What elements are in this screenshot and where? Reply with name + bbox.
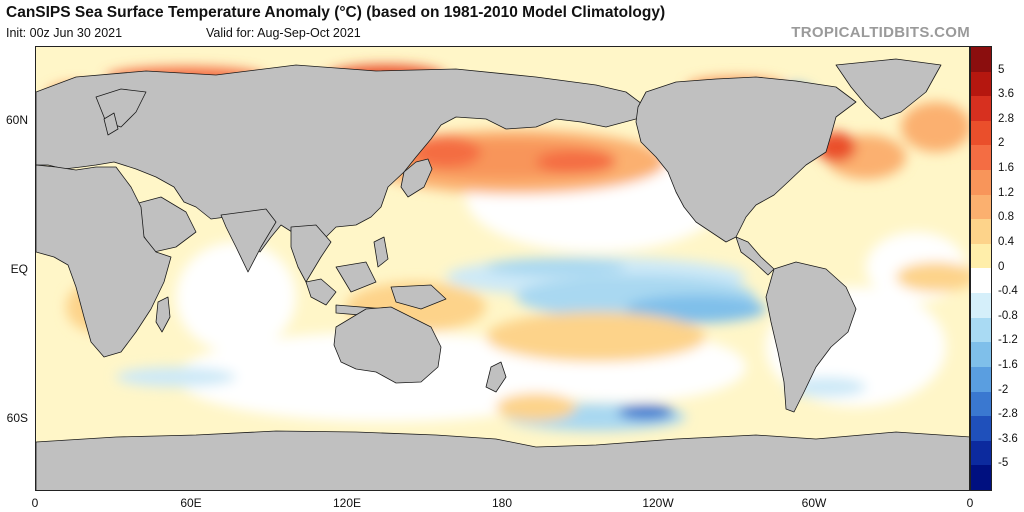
init-time: Init: 00z Jun 30 2021 bbox=[6, 26, 123, 40]
xtick-0-left: 0 bbox=[31, 496, 39, 510]
colorbar-segment bbox=[971, 366, 991, 392]
ytick-60n: 60N bbox=[5, 113, 28, 127]
colorbar-segment bbox=[971, 194, 991, 220]
colorbar-label: 2 bbox=[998, 137, 1005, 150]
sst-anomaly-map bbox=[35, 46, 970, 491]
xtick-180: 180 bbox=[491, 496, 513, 510]
colorbar-segment bbox=[971, 440, 991, 466]
colorbar-label: 0.8 bbox=[998, 211, 1014, 224]
eurasia-land bbox=[36, 64, 647, 268]
xtick-60w: 60W bbox=[801, 496, 827, 510]
colorbar-segment bbox=[971, 145, 991, 171]
colorbar-segment bbox=[971, 170, 991, 195]
land-masses bbox=[36, 58, 969, 490]
colorbar-label: 3.6 bbox=[998, 88, 1014, 101]
ytick-eq: EQ bbox=[10, 262, 28, 276]
colorbar-label: -2 bbox=[998, 383, 1009, 396]
north-america-land bbox=[635, 76, 857, 243]
colorbar-segment bbox=[971, 342, 991, 367]
valid-time: Valid for: Aug-Sep-Oct 2021 bbox=[206, 26, 361, 40]
colorbar-segment bbox=[971, 96, 991, 121]
xtick-60e: 60E bbox=[180, 496, 202, 510]
colorbar-label: -0.8 bbox=[998, 309, 1018, 322]
colorbar-segment bbox=[971, 465, 991, 490]
colorbar-label: 1.2 bbox=[998, 186, 1014, 199]
source-watermark: TROPICALTIDBITS.COM bbox=[791, 24, 970, 41]
colorbar-label: -1.2 bbox=[998, 334, 1018, 347]
colorbar-label: 1.6 bbox=[998, 162, 1014, 175]
colorbar-label: -2.8 bbox=[998, 408, 1018, 421]
colorbar-label: -5 bbox=[998, 457, 1009, 470]
anomaly-field bbox=[46, 65, 969, 431]
xtick-0-right: 0 bbox=[966, 496, 974, 510]
colorbar-label: -0.4 bbox=[998, 285, 1018, 298]
colorbar-segment bbox=[971, 243, 991, 269]
south-america-land bbox=[765, 261, 857, 413]
antarctica-land bbox=[36, 430, 969, 490]
australia-land bbox=[333, 306, 442, 384]
colorbar-label: 2.8 bbox=[998, 112, 1014, 125]
colorbar-segment bbox=[971, 293, 991, 318]
xtick-120w: 120W bbox=[642, 496, 674, 510]
colorbar-segment bbox=[971, 71, 991, 97]
xtick-120e: 120E bbox=[332, 496, 362, 510]
colorbar-segment bbox=[971, 219, 991, 244]
colorbar-segment bbox=[971, 47, 991, 72]
colorbar-segment bbox=[971, 120, 991, 146]
ytick-60s: 60S bbox=[6, 411, 28, 425]
africa-land bbox=[36, 164, 172, 358]
colorbar-label: 0 bbox=[998, 260, 1005, 273]
colorbar bbox=[970, 46, 992, 491]
chart-title: CanSIPS Sea Surface Temperature Anomaly … bbox=[6, 4, 666, 21]
map-svg bbox=[36, 47, 969, 490]
colorbar-segment bbox=[971, 317, 991, 343]
colorbar-segment bbox=[971, 391, 991, 417]
colorbar-label: -3.6 bbox=[998, 432, 1018, 445]
colorbar-label: -1.6 bbox=[998, 358, 1018, 371]
colorbar-label: 5 bbox=[998, 63, 1005, 76]
colorbar-segment bbox=[971, 416, 991, 441]
colorbar-segment bbox=[971, 268, 991, 294]
colorbar-label: 0.4 bbox=[998, 235, 1014, 248]
